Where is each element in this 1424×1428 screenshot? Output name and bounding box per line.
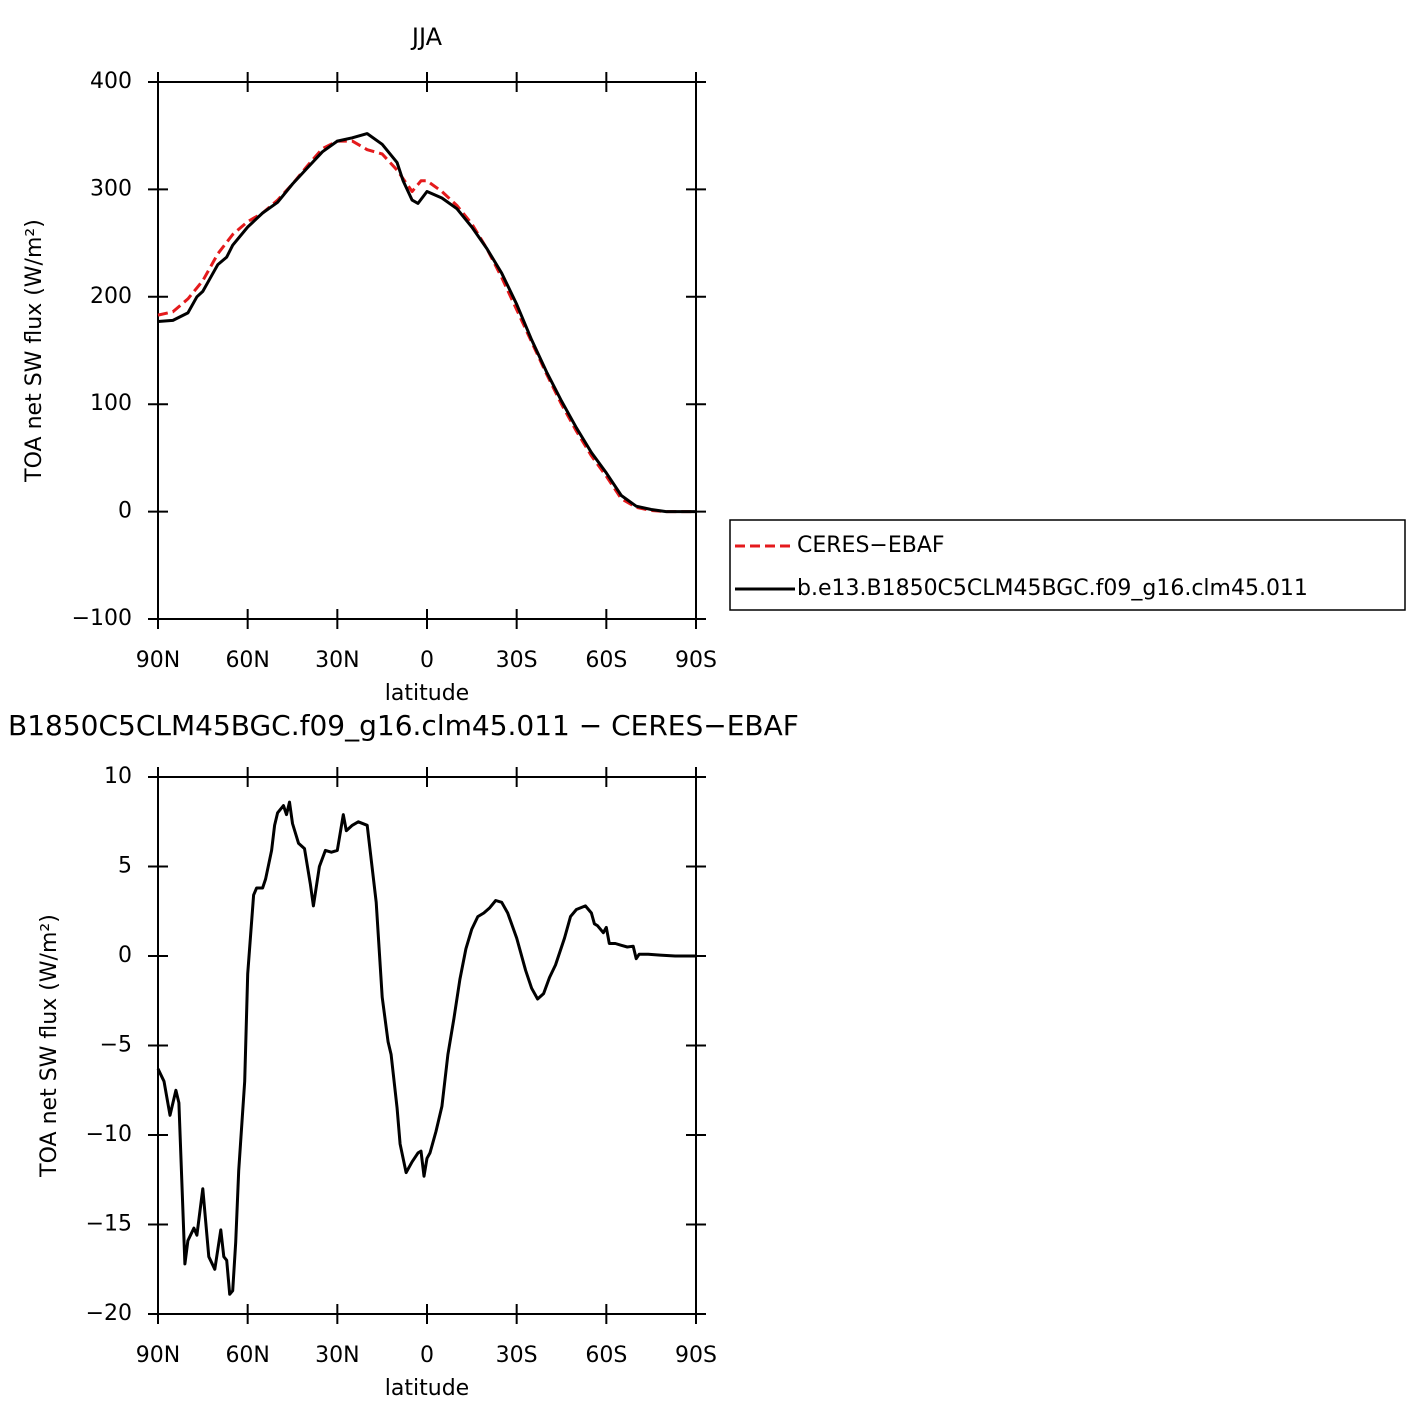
y-axis-label: TOA net SW flux (W/m²) [22, 219, 47, 483]
x-tick-label: 60N [225, 1343, 269, 1368]
x-tick-label: 90S [675, 648, 717, 673]
y-tick-label: 300 [90, 176, 132, 201]
plot-frame [157, 776, 697, 1315]
x-tick-label: 90N [136, 648, 180, 673]
x-tick-label: 60N [225, 648, 269, 673]
x-tick-label: 0 [420, 1343, 434, 1368]
x-tick-label: 60S [585, 1343, 627, 1368]
data-line [157, 132, 696, 514]
data-line [157, 139, 696, 514]
y-tick-label: 0 [118, 499, 132, 524]
x-tick-label: 0 [420, 648, 434, 673]
x-tick-label: 60S [585, 648, 627, 673]
legend-label: b.e13.B1850C5CLM45BGC.f09_g16.clm45.011 [797, 576, 1308, 601]
y-tick-label: −100 [72, 606, 132, 631]
x-tick-label: 30N [315, 648, 359, 673]
chart-title: JJA [410, 23, 443, 51]
y-tick-label: 0 [118, 943, 132, 968]
y-tick-label: 100 [90, 391, 132, 416]
y-tick-label: 5 [118, 854, 132, 879]
y-tick-label: 400 [90, 69, 132, 94]
chart-title: B1850C5CLM45BGC.f09_g16.clm45.011 − CERE… [8, 709, 799, 742]
x-tick-label: 90S [675, 1343, 717, 1368]
x-tick-label: 90N [136, 1343, 180, 1368]
y-tick-label: 200 [90, 284, 132, 309]
plot-frame [157, 81, 697, 620]
x-tick-label: 30S [496, 648, 538, 673]
y-tick-label: −5 [100, 1033, 132, 1058]
y-tick-label: −10 [86, 1122, 132, 1147]
x-axis-label: latitude [385, 1376, 469, 1401]
x-tick-label: 30N [315, 1343, 359, 1368]
legend-label: CERES−EBAF [797, 533, 945, 558]
y-tick-label: −20 [86, 1301, 132, 1326]
y-axis-label: TOA net SW flux (W/m²) [37, 914, 62, 1178]
x-axis-label: latitude [385, 681, 469, 706]
x-tick-label: 30S [496, 1343, 538, 1368]
y-tick-label: 10 [104, 764, 132, 789]
data-line [156, 800, 696, 1296]
y-tick-label: −15 [86, 1212, 132, 1237]
legend-box [729, 519, 1406, 611]
